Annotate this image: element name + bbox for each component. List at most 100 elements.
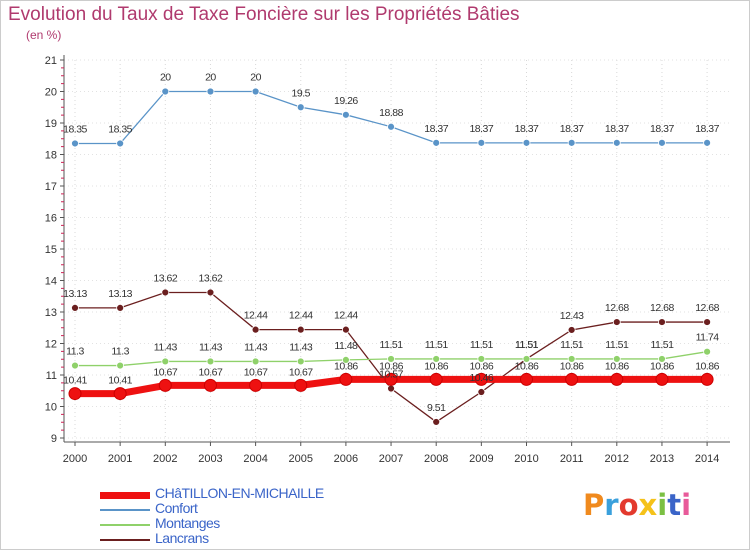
x-tick-label: 2004 (243, 453, 267, 465)
legend-swatch-chatillon (100, 492, 150, 499)
data-label: 18.35 (108, 123, 132, 135)
legend-swatch-confort (100, 509, 150, 511)
data-point (161, 87, 170, 96)
data-label: 10.41 (108, 375, 132, 387)
data-label: 10.67 (289, 366, 313, 378)
data-point (477, 138, 486, 147)
data-point (520, 372, 533, 386)
data-point (700, 372, 714, 386)
x-tick-label: 2006 (334, 453, 358, 465)
data-label: 12.68 (650, 302, 674, 314)
y-tick-label: 20 (45, 87, 57, 99)
data-label: 11.43 (289, 341, 313, 353)
data-point (113, 387, 127, 401)
chart-title: Evolution du Taux de Taxe Foncière sur l… (8, 4, 520, 25)
data-label: 10.86 (515, 360, 539, 372)
x-tick-label: 2012 (605, 453, 629, 465)
data-point (339, 372, 353, 386)
data-point (567, 326, 576, 334)
data-point (249, 378, 263, 392)
data-label: 20 (160, 72, 171, 84)
y-tick-label: 15 (45, 244, 57, 256)
data-point (655, 372, 669, 386)
data-label: 12.44 (334, 310, 358, 322)
x-tick-label: 2003 (198, 453, 222, 465)
data-label: 18.37 (605, 123, 629, 135)
x-tick-label: 2002 (153, 453, 177, 465)
x-tick-label: 2010 (514, 453, 538, 465)
brand-letter: r (604, 488, 619, 522)
data-point (251, 357, 260, 366)
data-label: 18.37 (560, 123, 584, 135)
data-point (703, 138, 711, 147)
brand-letter: i (657, 488, 668, 522)
x-tick-label: 2007 (379, 453, 403, 465)
series-layer (68, 87, 714, 426)
data-point (71, 361, 79, 370)
data-point (341, 355, 350, 364)
data-point (116, 304, 125, 312)
labels-layer: 13.13 13.13 13.62 13.62 12.44 12.44 12.44 10.57… (63, 72, 720, 414)
data-point (203, 378, 217, 392)
data-point (432, 355, 441, 363)
data-point (387, 355, 395, 363)
data-label: 19.26 (334, 95, 358, 107)
brand-letter: o (618, 488, 639, 522)
data-label: 11.51 (470, 339, 494, 351)
data-point (206, 288, 215, 297)
data-label: 11.74 (696, 332, 720, 344)
data-point (567, 355, 576, 363)
brand-letter: x (638, 488, 658, 522)
data-point (68, 387, 82, 401)
data-label: 10.86 (334, 360, 358, 372)
y-tick-label: 10 (45, 402, 57, 414)
data-label: 13.62 (153, 272, 177, 284)
x-tick-label: 2008 (424, 453, 448, 465)
data-point (474, 372, 488, 386)
data-point (432, 418, 441, 426)
data-point (703, 318, 711, 326)
data-point (387, 384, 395, 393)
data-label: 10.57 (379, 369, 403, 381)
data-point (387, 122, 395, 131)
data-label: 10.86 (469, 360, 493, 372)
data-label: 10.41 (63, 375, 87, 387)
data-point (296, 357, 305, 366)
y-tick-label: 13 (45, 307, 57, 319)
data-label: 18.37 (695, 123, 719, 135)
data-label: 10.86 (424, 360, 448, 372)
data-label: 10.67 (153, 366, 177, 378)
data-point (658, 138, 666, 147)
data-label: 10.86 (650, 360, 674, 372)
data-label: 13.13 (63, 288, 87, 300)
data-label: 9.51 (427, 402, 446, 414)
data-point (610, 372, 624, 386)
data-label: 11.43 (199, 341, 223, 353)
x-tick-label: 2009 (469, 453, 493, 465)
data-point (612, 138, 621, 147)
data-label: 18.37 (515, 123, 539, 135)
y-tick-label: 11 (46, 370, 57, 382)
data-label: 11.48 (334, 340, 358, 352)
data-label: 19.5 (292, 87, 311, 99)
data-point (477, 355, 486, 363)
x-tick-label: 2005 (289, 453, 313, 465)
data-point (294, 378, 308, 392)
y-tick-label: 19 (45, 118, 57, 130)
data-label: 18.88 (379, 107, 403, 119)
data-label: 18.35 (63, 123, 87, 135)
data-point (296, 103, 305, 112)
brand-logo[interactable]: Proxiti (583, 488, 691, 522)
data-point (161, 288, 170, 297)
data-point (116, 139, 125, 148)
data-label: 11.3 (66, 346, 84, 358)
data-label: 11.51 (425, 339, 449, 351)
x-tick-label: 2014 (695, 453, 719, 465)
data-label: 10.67 (199, 366, 223, 378)
y-tick-label: 16 (45, 213, 57, 225)
data-label: 11.3 (111, 346, 129, 358)
y-tick-label: 21 (45, 55, 57, 67)
data-point (612, 318, 621, 326)
data-label: 11.43 (244, 341, 268, 353)
